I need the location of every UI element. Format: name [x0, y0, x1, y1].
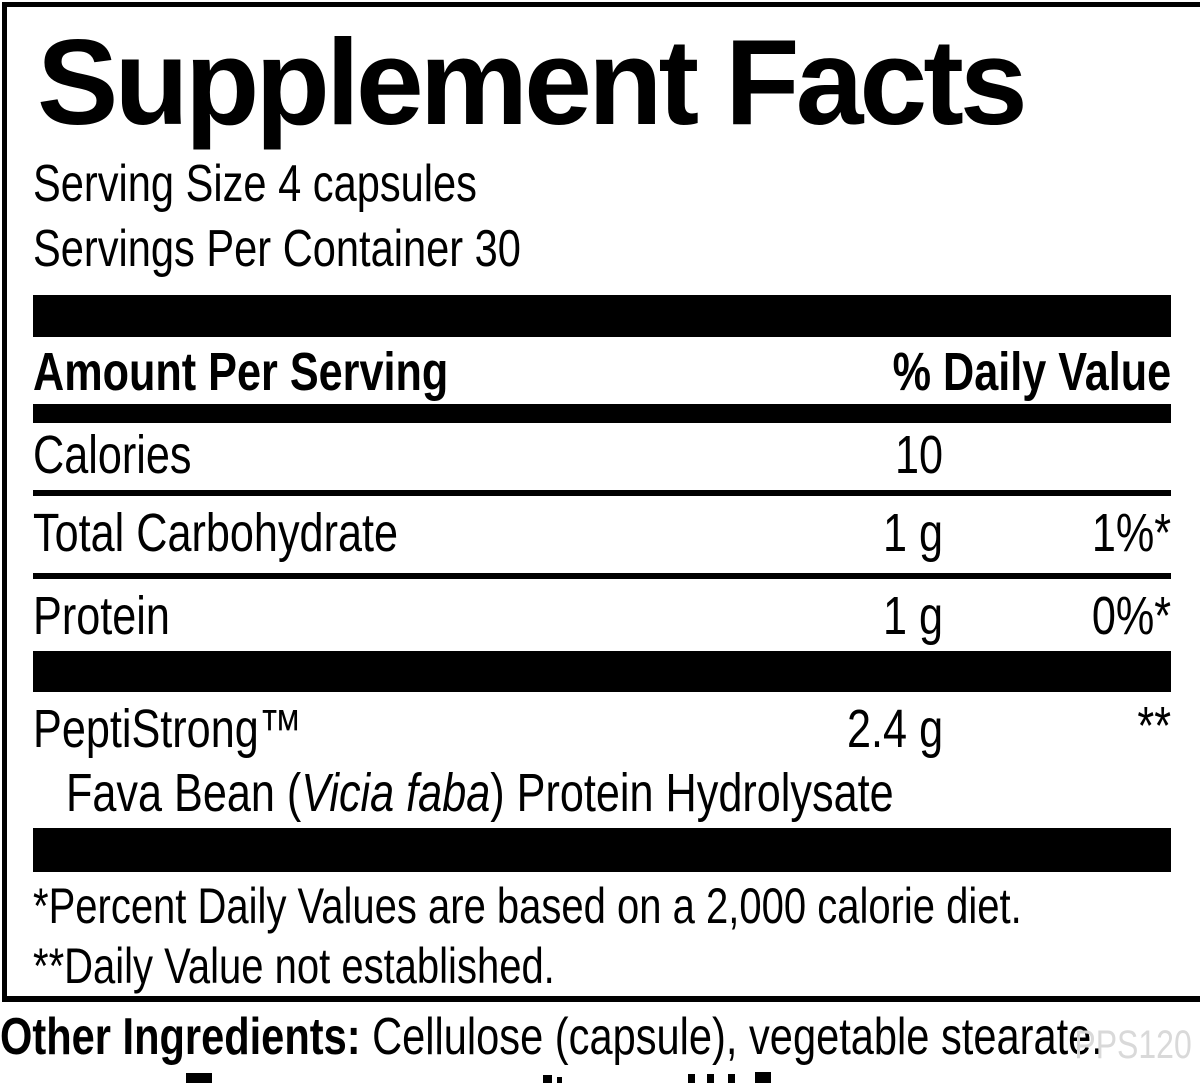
product-code: PPS120 [1045, 1022, 1192, 1068]
clipped-text-remnant [688, 1074, 695, 1083]
nutrient-name-cell: Calories [33, 423, 791, 490]
servings-per-container-line: Servings Per Container 30 [33, 218, 643, 280]
nutrient-name: Protein [33, 586, 170, 646]
facts-panel: Supplement Facts Serving Size 4 capsules… [2, 2, 1200, 1002]
other-ingredients-text: Cellulose (capsule), vegetable stearate. [360, 1008, 1103, 1066]
ingredient-amount-cell: 2.4 g [791, 697, 943, 763]
divider-bar-thick-middle [33, 651, 1171, 692]
panel-title: Supplement Facts [37, 14, 1028, 150]
subtext-prefix: Fava Bean ( [66, 763, 302, 823]
nutrient-name-cell: Protein [33, 583, 791, 651]
divider-bar-medium [33, 404, 1171, 423]
nutrient-dv-cell [943, 423, 1171, 490]
other-ingredients-line: Other Ingredients: Cellulose (capsule), … [0, 1006, 1200, 1068]
clipped-text-remnant [728, 1074, 735, 1083]
table-header-row: Amount Per Serving % Daily Value [33, 341, 1171, 403]
table-row-total-carbohydrate: Total Carbohydrate 1 g 1%* [33, 500, 1171, 579]
ingredient-amount: 2.4 g [846, 699, 943, 759]
daily-value-header: % Daily Value [892, 342, 1171, 402]
ingredient-subtext: Fava Bean (Vicia faba) Protein Hydrolysa… [66, 761, 894, 825]
subtext-latin-name: Vicia faba [301, 763, 491, 823]
serving-size-line: Serving Size 4 capsules [33, 153, 588, 215]
ingredient-name-cell: PeptiStrong™ [33, 697, 791, 763]
nutrient-amount-cell: 1 g [791, 500, 943, 573]
clipped-text-remnant [755, 1072, 771, 1083]
nutrient-amount: 1 g [882, 503, 943, 563]
nutrient-name: Total Carbohydrate [33, 503, 399, 563]
serving-size-text: Serving Size 4 capsules [33, 155, 477, 213]
nutrient-dv-cell: 0%* [943, 583, 1171, 651]
amount-per-serving-header: Amount Per Serving [33, 342, 449, 402]
other-ingredients-label: Other Ingredients: [0, 1008, 361, 1066]
clipped-text-remnant [543, 1075, 552, 1083]
servings-per-container-text: Servings Per Container 30 [33, 220, 521, 278]
footnote-daily-values: *Percent Daily Values are based on a 2,0… [33, 875, 1200, 937]
product-code-text: PPS120 [1074, 1023, 1192, 1067]
other-ingredients: Other Ingredients: Cellulose (capsule), … [0, 1006, 1103, 1068]
nutrient-dv-cell: 1%* [943, 500, 1171, 573]
clipped-text-remnant [557, 1077, 562, 1083]
ingredient-dv: ** [1137, 696, 1171, 756]
subtext-suffix: ) Protein Hydrolysate [490, 763, 894, 823]
clipped-text-remnant [707, 1074, 714, 1083]
divider-bar-thick-bottom [33, 828, 1171, 872]
table-row-calories: Calories 10 [33, 423, 1171, 496]
nutrient-dv: 1%* [1091, 503, 1171, 563]
nutrient-name-cell: Total Carbohydrate [33, 500, 791, 573]
ingredient-dv-cell: ** [943, 697, 1171, 763]
nutrient-amount: 1 g [882, 586, 943, 646]
ingredient-subtext-line: Fava Bean (Vicia faba) Protein Hydrolysa… [66, 761, 1101, 825]
table-row-protein: Protein 1 g 0%* [33, 583, 1171, 651]
nutrient-name: Calories [33, 425, 192, 485]
nutrient-amount-cell: 1 g [791, 583, 943, 651]
footnote-text: *Percent Daily Values are based on a 2,0… [33, 878, 1022, 934]
nutrient-amount-cell: 10 [791, 423, 943, 490]
divider-bar-thick-top [33, 295, 1171, 337]
nutrient-amount: 10 [894, 425, 943, 485]
nutrient-dv: 0%* [1091, 586, 1171, 646]
footnote-text: **Daily Value not established. [33, 938, 555, 994]
clipped-text-remnant [186, 1073, 212, 1083]
footnote-dv-not-established: **Daily Value not established. [33, 935, 685, 997]
ingredient-name: PeptiStrong™ [33, 699, 302, 759]
table-row-peptistrong: PeptiStrong™ 2.4 g ** [33, 697, 1171, 763]
